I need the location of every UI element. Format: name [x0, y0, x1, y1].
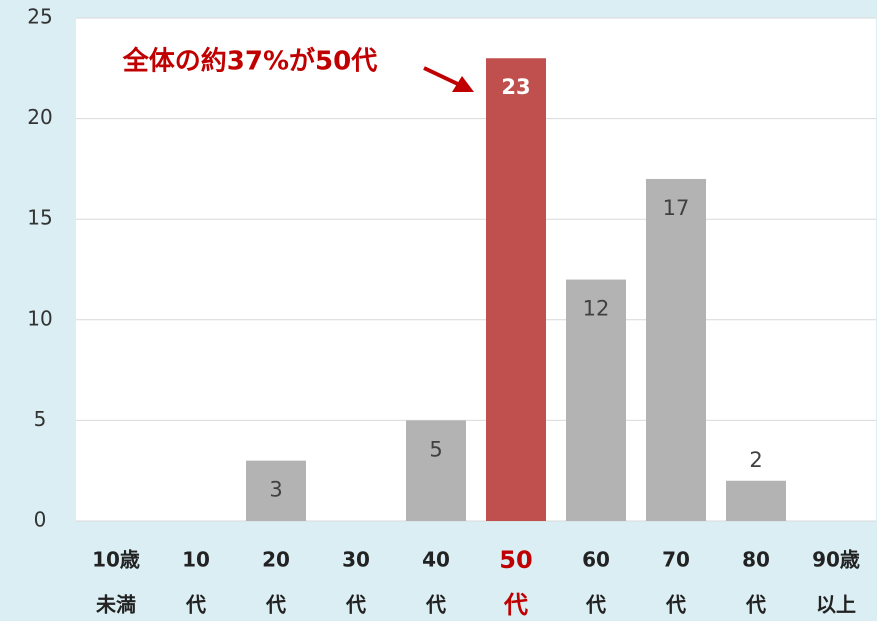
x-tick-label: 10 [182, 548, 210, 572]
x-tick-label: 未満 [96, 593, 136, 617]
y-tick-label: 10 [27, 306, 52, 330]
x-tick-label: 代 [425, 593, 446, 617]
data-label: 17 [663, 196, 690, 220]
data-label: 2 [749, 448, 762, 472]
bar [566, 279, 626, 521]
bar [646, 178, 706, 521]
annotation-arrowhead [452, 76, 474, 92]
annotation-arrow [423, 66, 463, 88]
bar [726, 480, 786, 521]
bar [246, 460, 306, 521]
x-tick-label: 90歳 [812, 548, 860, 572]
y-tick-label: 25 [27, 5, 52, 29]
y-tick-label: 5 [34, 407, 47, 431]
y-tick-label: 15 [27, 206, 52, 230]
y-tick-label: 20 [27, 105, 52, 129]
data-label: 3 [269, 478, 282, 502]
data-label: 12 [583, 297, 610, 321]
annotation: 全体の約37%が50代 [122, 46, 377, 77]
x-tick-label: 10歳 [92, 548, 140, 572]
x-tick-label: 代 [345, 593, 366, 617]
x-tick-label: 代 [665, 593, 686, 617]
plot-area [76, 18, 876, 521]
x-tick-label: 以上 [816, 593, 856, 617]
x-tick-label: 80 [742, 548, 770, 572]
x-tick-label: 代 [265, 593, 286, 617]
x-tick-label: 40 [422, 548, 450, 572]
y-tick-label: 0 [34, 508, 47, 532]
x-tick-label: 代 [585, 593, 606, 617]
data-label: 23 [501, 75, 530, 99]
x-tick-label: 20 [262, 548, 290, 572]
x-tick-label: 50 [499, 546, 532, 574]
x-tick-label: 代 [745, 593, 766, 617]
bar [486, 58, 546, 522]
x-tick-label: 代 [185, 593, 206, 617]
data-label: 5 [429, 437, 442, 461]
x-tick-label: 60 [582, 548, 610, 572]
bar [406, 420, 466, 521]
x-tick-label: 30 [342, 548, 370, 572]
x-tick-label: 70 [662, 548, 690, 572]
x-tick-label: 代 [503, 591, 528, 619]
